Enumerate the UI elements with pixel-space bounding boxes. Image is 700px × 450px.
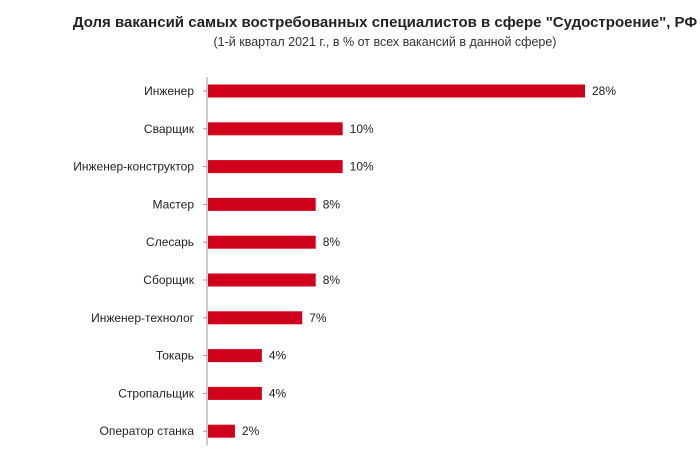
data-label: 10% xyxy=(350,122,374,136)
category-label: Сборщик xyxy=(143,273,194,287)
data-label: 4% xyxy=(269,386,287,400)
bar xyxy=(208,273,316,287)
data-label: 7% xyxy=(309,311,327,325)
bar xyxy=(208,386,262,400)
data-label: 2% xyxy=(242,424,260,438)
bar xyxy=(208,349,262,363)
bar xyxy=(208,160,343,174)
bar xyxy=(208,424,235,438)
bar xyxy=(208,197,316,211)
category-label: Токарь xyxy=(156,349,194,363)
category-label: Стропальщик xyxy=(118,386,195,400)
category-label: Сварщик xyxy=(144,122,195,136)
data-label: 4% xyxy=(269,349,287,363)
data-label: 8% xyxy=(323,273,341,287)
category-label: Инженер-технолог xyxy=(91,311,195,325)
data-label: 28% xyxy=(592,84,616,98)
category-label: Инженер-конструктор xyxy=(73,160,194,174)
category-label: Слесарь xyxy=(146,235,194,249)
category-label: Мастер xyxy=(152,197,194,211)
chart-title: Доля вакансий самых востребованных специ… xyxy=(72,14,698,31)
bar xyxy=(208,235,316,249)
category-label: Оператор станка xyxy=(100,424,195,438)
bar xyxy=(208,311,303,325)
bar xyxy=(208,84,585,98)
data-label: 8% xyxy=(323,197,341,211)
bar xyxy=(208,122,343,136)
data-label: 8% xyxy=(323,235,341,249)
category-label: Инженер xyxy=(144,84,194,98)
chart-subtitle: (1-й квартал 2021 г., в % от всех ваканс… xyxy=(213,35,557,49)
chart-header: Доля вакансий самых востребованных специ… xyxy=(0,14,700,49)
data-label: 10% xyxy=(350,160,374,174)
